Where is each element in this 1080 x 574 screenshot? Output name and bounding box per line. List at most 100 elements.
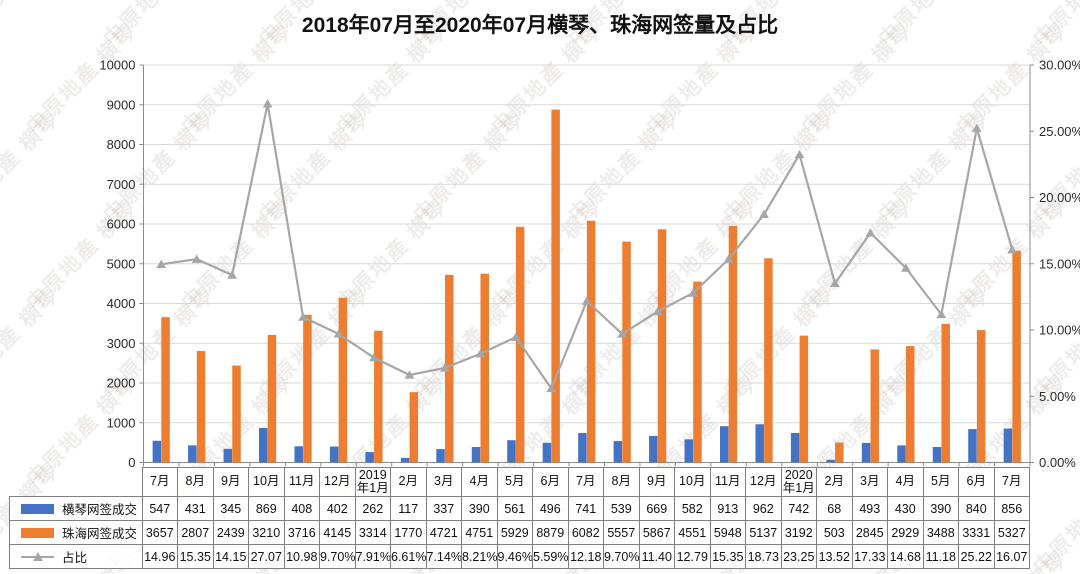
month-header: 12月 [319,467,356,497]
hengqin-bar [259,427,268,463]
right-axis-label: 15.00% [1039,256,1080,271]
zhuhai-bar [161,317,170,463]
zhuhai-bar [764,258,773,463]
zhuhai-value-cell: 3331 [958,520,995,545]
hengqin-value-cell: 390 [922,496,959,521]
ratio-marker [546,383,557,393]
ratio-value-cell: 9.70% [319,544,356,569]
hengqin-bar [755,424,764,463]
zhuhai-bar [693,281,702,463]
month-header: 7月 [993,467,1030,497]
zhuhai-value-cell: 3314 [354,520,391,545]
hengqin-legend-swatch [21,503,54,514]
zhuhai-legend-swatch [21,527,54,538]
legend-ratio: 占比 [9,544,143,569]
ratio-value-cell: 27.07 [248,544,285,569]
month-header: 5月 [922,467,959,497]
hengqin-value-cell: 869 [248,496,285,521]
ratio-marker [156,259,167,268]
hengqin-value-cell: 582 [674,496,711,521]
ratio-value-cell: 25.22 [958,544,995,569]
right-axis-label: 25.00% [1039,124,1080,139]
ratio-marker [900,263,911,272]
zhuhai-bar [586,220,596,463]
zhuhai-value-cell: 5137 [745,520,782,545]
month-header: 9月 [212,467,249,497]
ratio-marker [227,270,238,279]
left-axis-label: 9000 [107,97,136,112]
hengqin-value-cell: 547 [141,496,178,521]
ratio-marker [510,332,521,341]
month-header: 5月 [496,467,533,497]
hengqin-value-cell: 496 [532,496,569,521]
hengqin-bar [684,439,694,463]
zhuhai-bar [728,226,738,463]
ratio-marker [971,123,982,133]
ratio-marker [369,353,379,362]
hengqin-value-cell: 561 [496,496,533,521]
zhuhai-bar [374,330,383,463]
ratio-value-cell: 14.15 [212,544,249,569]
legend-hengqin: 横琴网签成交（套） [9,496,143,521]
right-axis-label: 0.00% [1039,455,1076,467]
ratio-value-cell: 15.35 [709,544,746,569]
left-axis-label: 0 [128,455,135,467]
hengqin-bar [188,445,197,463]
zhuhai-bar [409,392,419,463]
month-header: 2019年1月 [354,467,391,497]
ratio-marker [404,370,415,379]
left-axis-label: 3000 [107,336,136,351]
right-axis-label: 10.00% [1039,323,1080,338]
hengqin-bar [152,440,162,463]
zhuhai-bar [870,349,880,463]
zhuhai-bar [338,297,348,463]
ratio-value-cell: 14.96 [141,544,178,569]
zhuhai-value-cell: 2807 [177,520,214,545]
ratio-marker [759,209,769,219]
zhuhai-value-cell: 4551 [674,520,711,545]
month-header: 11月 [709,467,746,497]
zhuhai-value-cell: 2845 [851,520,888,545]
hengqin-value-cell: 390 [461,496,498,521]
month-header: 10月 [674,467,711,497]
month-header: 3月 [851,467,888,497]
ratio-legend-swatch [21,551,54,562]
month-header: 6月 [532,467,569,497]
hengqin-bar [1003,428,1013,463]
ratio-value-cell: 9.70% [603,544,640,569]
ratio-marker [581,296,592,305]
zhuhai-bar [267,334,277,463]
month-header: 2月 [816,467,853,497]
hengqin-value-cell: 345 [212,496,249,521]
hengqin-bar [329,446,339,463]
triangle-marker-icon [32,551,43,561]
zhuhai-value-cell: 5557 [603,520,640,545]
left-axis-label: 2000 [107,376,136,391]
ratio-line [161,103,1014,391]
ratio-marker [617,329,628,338]
zhuhai-value-cell: 2929 [887,520,924,545]
ratio-value-cell: 7.91% [354,544,391,569]
month-header: 4月 [887,467,924,497]
left-axis-label: 8000 [107,137,136,152]
zhuhai-value-cell: 3192 [780,520,817,545]
chart-canvas: 0 1000 2000 3000 4000 5000 6000 7000 8000 9000 100… [99,58,1080,468]
ratio-marker [794,149,805,159]
hengqin-value-cell: 741 [567,496,604,521]
zhuhai-bar [480,273,489,463]
left-axis-label: 5000 [107,256,136,271]
zhuhai-bar [445,274,454,463]
hengqin-value-cell: 856 [993,496,1030,521]
hengqin-bar [719,426,729,463]
ratio-marker [262,99,273,108]
zhuhai-value-cell: 5948 [709,520,746,545]
ratio-value-cell: 18.73 [745,544,782,569]
table-corner [10,468,143,497]
month-header: 12月 [745,467,782,497]
ratio-marker [191,254,202,263]
ratio-value-cell: 12.18 [567,544,604,569]
right-axis-label: 30.00% [1039,58,1080,73]
ratio-marker [298,312,308,321]
hengqin-value-cell: 539 [603,496,640,521]
